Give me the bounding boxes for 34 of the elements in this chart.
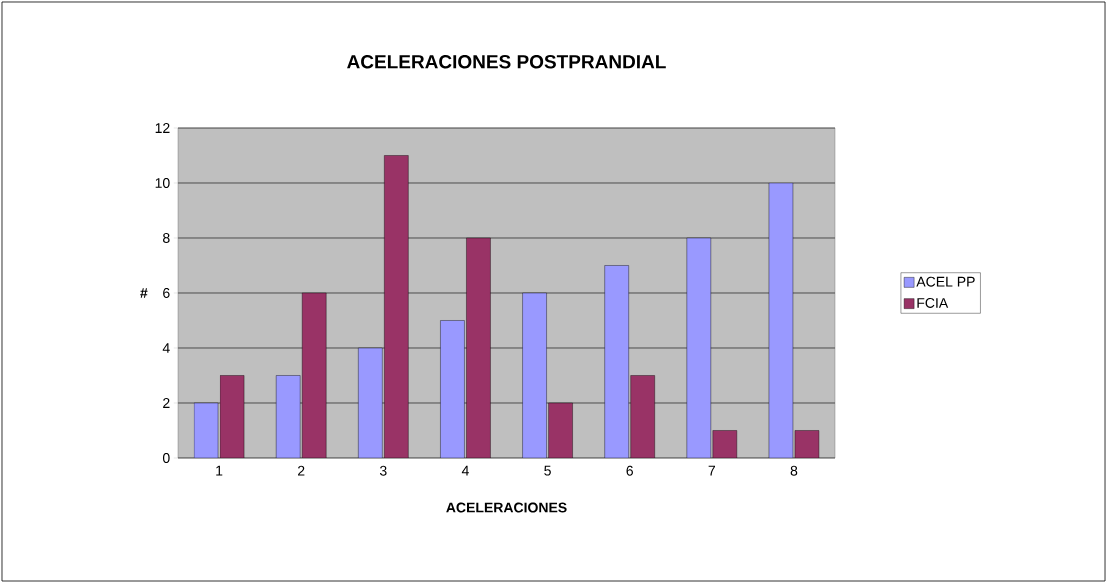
bar xyxy=(301,292,327,458)
bar xyxy=(440,320,465,458)
y-tick-label: 8 xyxy=(163,233,170,243)
bar xyxy=(384,155,409,458)
x-tick-label: 5 xyxy=(544,465,551,476)
y-tick-label: 2 xyxy=(163,398,170,408)
bar xyxy=(275,375,301,458)
y-tick-label: 0 xyxy=(162,453,170,463)
bar xyxy=(522,292,547,458)
bar xyxy=(686,237,712,458)
x-tick-label: 3 xyxy=(379,465,387,476)
y-axis-title: # xyxy=(140,288,148,298)
bar xyxy=(630,375,655,458)
chart-title: ACELERACIONES POSTPRANDIAL xyxy=(347,55,666,69)
y-tick-label: 4 xyxy=(162,343,170,353)
x-tick-label: 8 xyxy=(790,465,798,476)
x-tick-label: 2 xyxy=(298,465,305,476)
bar xyxy=(358,347,383,458)
bar xyxy=(712,430,738,458)
y-tick-label: 10 xyxy=(155,178,170,188)
y-tick-label: 12 xyxy=(155,123,170,133)
x-tick-label: 1 xyxy=(216,465,223,476)
x-tick-label: 6 xyxy=(626,465,633,476)
x-tick-label: 7 xyxy=(708,465,716,476)
x-axis-title: ACELERACIONES xyxy=(446,502,567,513)
y-tick-label: 6 xyxy=(163,288,170,298)
legend-label: FCIA xyxy=(917,297,949,308)
bar xyxy=(548,402,573,458)
x-tick-label: 4 xyxy=(461,465,469,476)
legend-label: ACEL PP xyxy=(916,276,975,287)
bar xyxy=(466,237,491,458)
bar xyxy=(604,265,629,458)
bar xyxy=(219,375,245,458)
bar xyxy=(768,182,794,458)
